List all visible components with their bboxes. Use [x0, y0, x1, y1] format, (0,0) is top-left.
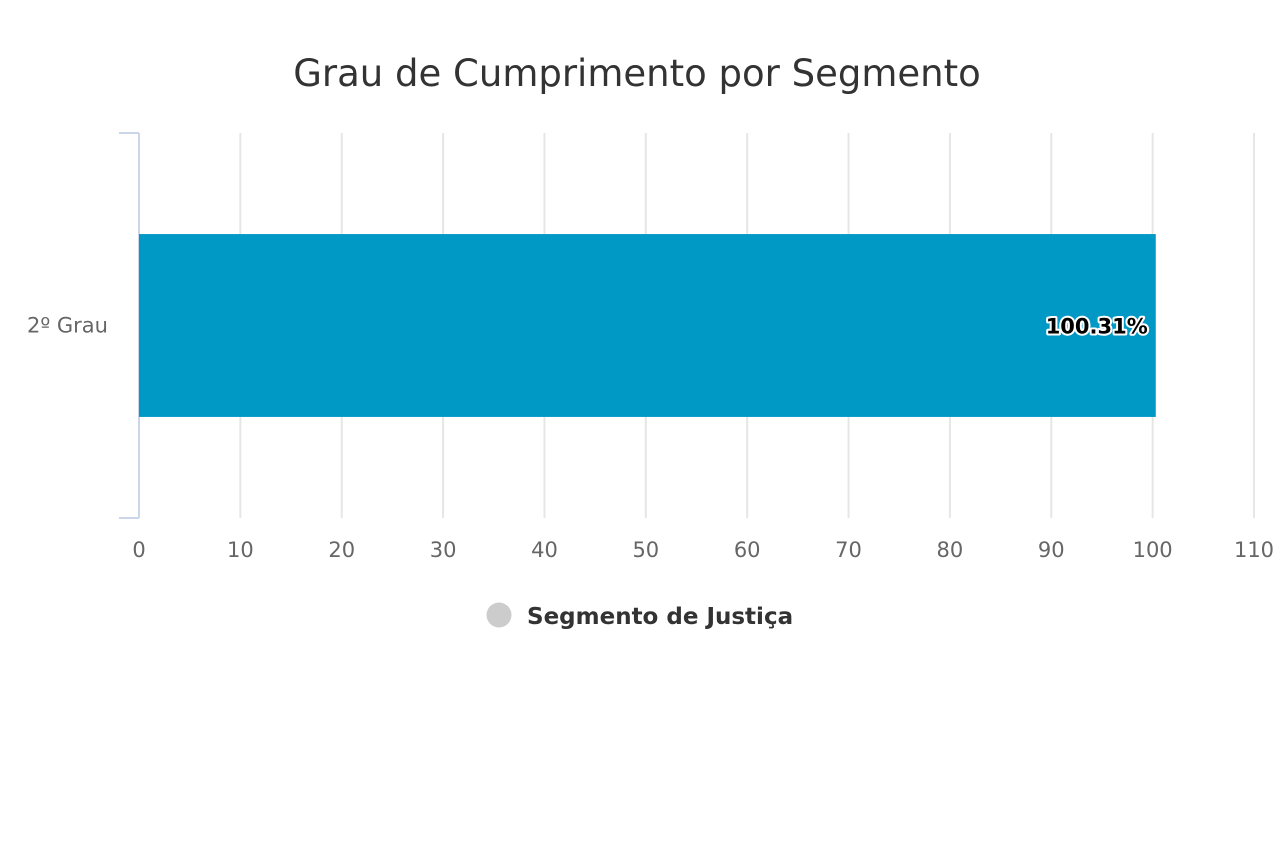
x-tick-label: 100	[1133, 538, 1173, 562]
x-tick-label: 110	[1234, 538, 1274, 562]
x-tick-label: 80	[937, 538, 964, 562]
chart-title: Grau de Cumprimento por Segmento	[293, 52, 980, 95]
x-tick-label: 0	[132, 538, 145, 562]
x-axis-tick-labels: 0 10 20 30 40 50 60 70 80 90 100 110	[132, 538, 1274, 562]
category-axis: 2º Grau	[27, 132, 140, 519]
x-tick-label: 40	[531, 538, 558, 562]
x-tick-label: 10	[227, 538, 254, 562]
legend[interactable]: Segmento de Justiça	[486, 602, 794, 631]
category-label: 2º Grau	[27, 314, 108, 338]
x-tick-label: 30	[430, 538, 457, 562]
x-tick-label: 20	[328, 538, 355, 562]
x-tick-label: 70	[835, 538, 862, 562]
legend-item-label[interactable]: Segmento de Justiça	[527, 604, 793, 630]
bar[interactable]	[139, 234, 1156, 417]
x-tick-label: 50	[632, 538, 659, 562]
bar-data-label: 100.31%	[1046, 315, 1148, 339]
legend-marker-icon	[486, 602, 512, 628]
bars: 100.31%	[139, 234, 1156, 417]
x-tick-label: 60	[734, 538, 761, 562]
x-tick-label: 90	[1038, 538, 1065, 562]
